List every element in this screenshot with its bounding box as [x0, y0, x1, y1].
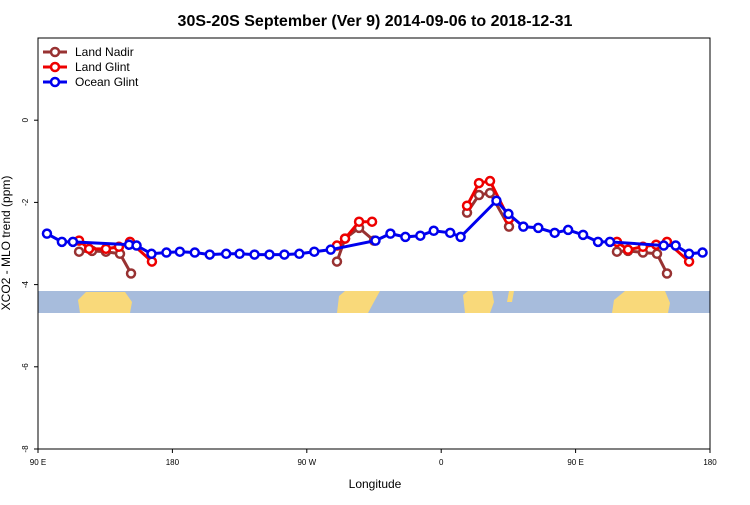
data-point	[56, 236, 68, 248]
plot-frame	[37, 37, 711, 450]
data-point	[370, 235, 381, 246]
data-point	[366, 216, 378, 227]
data-point	[67, 236, 79, 248]
chart-title: 30S-20S September (Ver 9) 2014-09-06 to …	[178, 13, 573, 30]
data-point	[461, 200, 473, 211]
data-point	[577, 229, 589, 241]
data-point	[444, 227, 456, 239]
x-axis-label: Longitude	[349, 477, 402, 491]
data-point	[604, 236, 616, 248]
data-point	[279, 249, 290, 260]
data-point	[670, 240, 681, 251]
data-point	[249, 249, 260, 260]
data-point	[234, 248, 245, 260]
y-tick-label: -8	[21, 445, 30, 453]
data-point	[562, 224, 574, 236]
y-axis-label: XCO2 - MLO trend (ppm)	[0, 176, 13, 311]
data-point	[428, 225, 439, 237]
y-tick-label: -4	[21, 280, 30, 288]
data-point	[294, 248, 305, 260]
data-point	[125, 268, 137, 279]
land-shape	[337, 291, 380, 313]
data-point	[353, 216, 365, 227]
data-point	[658, 240, 669, 251]
data-point	[331, 256, 343, 267]
data-point	[189, 247, 201, 258]
data-point	[220, 248, 232, 260]
data-point	[533, 222, 544, 234]
data-point	[491, 195, 502, 207]
land-shape	[463, 291, 494, 313]
data-point	[611, 246, 623, 257]
data-point	[174, 246, 186, 257]
x-tick-label: 0	[439, 458, 444, 467]
data-point	[204, 249, 215, 260]
data-point	[473, 177, 485, 189]
land-map	[38, 291, 710, 313]
y-tick-label: -2	[21, 198, 30, 206]
data-point	[622, 244, 634, 255]
data-point	[339, 233, 351, 244]
series-line	[78, 179, 691, 263]
y-tick-label: -6	[21, 363, 30, 371]
data-point	[83, 243, 95, 255]
data-point	[473, 189, 485, 201]
data-point	[100, 243, 112, 255]
x-tick-label: 180	[703, 458, 717, 467]
series-line	[46, 198, 703, 257]
data-point	[484, 187, 496, 199]
land-shape	[78, 292, 132, 313]
land-shape	[507, 291, 514, 302]
land-shape	[612, 291, 670, 313]
data-point	[309, 246, 320, 257]
data-point	[400, 231, 411, 243]
data-point	[683, 248, 695, 260]
data-point	[455, 231, 466, 243]
x-tick-label: 90 E	[567, 458, 583, 467]
x-tick-label: 90 E	[30, 458, 46, 467]
ocean-band	[38, 291, 710, 313]
data-point	[503, 208, 514, 220]
legend-label: Ocean Glint	[75, 75, 139, 89]
data-point	[661, 268, 673, 279]
data-point	[415, 230, 426, 241]
data-point	[518, 221, 529, 232]
legend-label: Land Nadir	[75, 45, 134, 59]
data-point	[385, 228, 396, 239]
data-point	[325, 244, 336, 255]
data-point	[592, 236, 604, 248]
data-point	[161, 247, 172, 258]
y-tick-label: 0	[21, 117, 30, 122]
legend-label: Land Glint	[75, 60, 130, 74]
data-point	[41, 228, 53, 239]
legend-marker	[49, 76, 61, 88]
data-point	[549, 227, 560, 239]
data-point	[264, 249, 275, 260]
data-point	[484, 175, 496, 187]
data-point	[131, 240, 142, 251]
legend-marker	[49, 46, 61, 58]
data-point	[146, 248, 157, 260]
x-tick-label: 90 W	[297, 458, 316, 467]
data-point	[651, 248, 663, 260]
x-tick-label: 180	[166, 458, 180, 467]
data-point	[697, 247, 708, 258]
data-point	[73, 246, 85, 257]
legend-marker	[49, 61, 61, 73]
